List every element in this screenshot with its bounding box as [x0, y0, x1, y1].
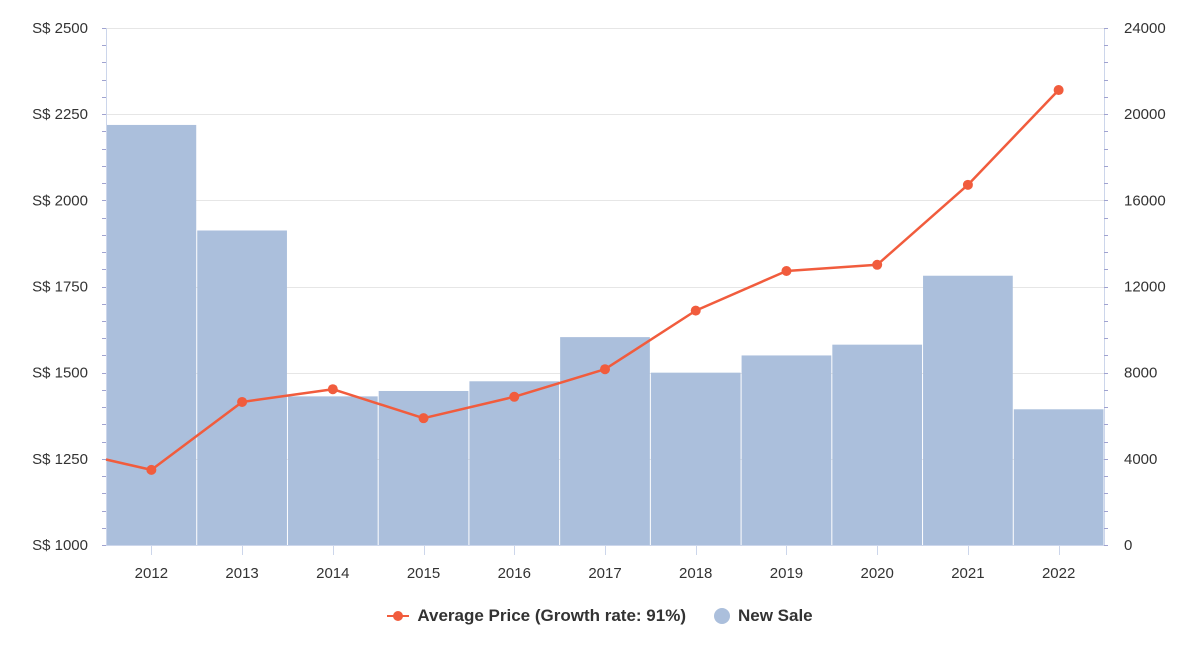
legend-label-average-price: Average Price (Growth rate: 91%)	[417, 606, 686, 625]
point-2014[interactable]	[327, 384, 338, 395]
point-2012[interactable]	[146, 464, 157, 475]
x-tick-label: 2019	[770, 565, 803, 582]
right-tick-label: 16000	[1124, 192, 1166, 209]
bar-2018[interactable]	[650, 372, 741, 545]
left-tick-label: S$ 2250	[32, 106, 88, 123]
x-tick-label: 2012	[135, 565, 168, 582]
legend-label-new-sale: New Sale	[737, 606, 813, 625]
left-tick-label: S$ 2500	[32, 20, 88, 37]
x-tick-label: 2015	[407, 565, 440, 582]
x-tick-label: 2020	[860, 565, 893, 582]
point-2020[interactable]	[872, 259, 883, 270]
right-tick-label: 4000	[1124, 451, 1157, 468]
point-2018[interactable]	[690, 305, 701, 316]
right-tick-label: 0	[1124, 537, 1132, 554]
line-series-average-price	[105, 85, 1064, 475]
right-tick-label: 12000	[1124, 279, 1166, 296]
legend-item-new-sale[interactable]: New Sale	[713, 606, 813, 626]
left-tick-label: S$ 1500	[32, 365, 88, 382]
bar-2019[interactable]	[741, 355, 832, 545]
x-tick-label: 2014	[316, 565, 349, 582]
bar-series-legend-icon	[713, 608, 730, 624]
left-tick-label: S$ 1250	[32, 451, 88, 468]
bar-2020[interactable]	[832, 344, 923, 545]
bar-2012[interactable]	[106, 124, 197, 545]
point-2019[interactable]	[781, 265, 792, 276]
point-2015[interactable]	[418, 413, 429, 424]
point-2013[interactable]	[237, 396, 248, 407]
left-tick-label: S$ 1000	[32, 537, 88, 554]
x-tick-label: 2018	[679, 565, 712, 582]
right-tick-label: 8000	[1124, 365, 1157, 382]
minor-ticks	[102, 28, 1108, 546]
x-tick-label: 2013	[225, 565, 258, 582]
bar-2021[interactable]	[923, 275, 1013, 545]
point-2021[interactable]	[962, 179, 973, 190]
point-2016[interactable]	[509, 391, 520, 402]
bar-2016[interactable]	[469, 381, 560, 545]
bar-series-new-sale	[106, 124, 1104, 545]
left-tick-label: S$ 2000	[32, 192, 88, 209]
right-tick-label: 24000	[1124, 20, 1166, 37]
x-tick-label: 2016	[498, 565, 531, 582]
x-tick-label: 2017	[588, 565, 621, 582]
legend-item-average-price[interactable]: Average Price (Growth rate: 91%)	[387, 606, 686, 626]
bar-2014[interactable]	[287, 396, 378, 545]
point-2022[interactable]	[1053, 85, 1064, 96]
right-tick-label: 20000	[1124, 106, 1166, 123]
combo-chart: S$ 1000 S$ 1250 S$ 1500 S$ 1750 S$ 2000 S$ 22…	[32, 20, 1166, 582]
left-tick-label: S$ 1750	[32, 279, 88, 296]
x-tick-label: 2022	[1042, 565, 1075, 582]
point-2017[interactable]	[600, 364, 610, 375]
line-series-legend-icon	[387, 609, 410, 623]
chart-legend: Average Price (Growth rate: 91%) New Sal…	[0, 600, 1200, 632]
average-price-line	[105, 89, 1060, 472]
bar-2022[interactable]	[1013, 409, 1104, 545]
bar-2013[interactable]	[197, 230, 287, 545]
x-tick-label: 2021	[951, 565, 984, 582]
